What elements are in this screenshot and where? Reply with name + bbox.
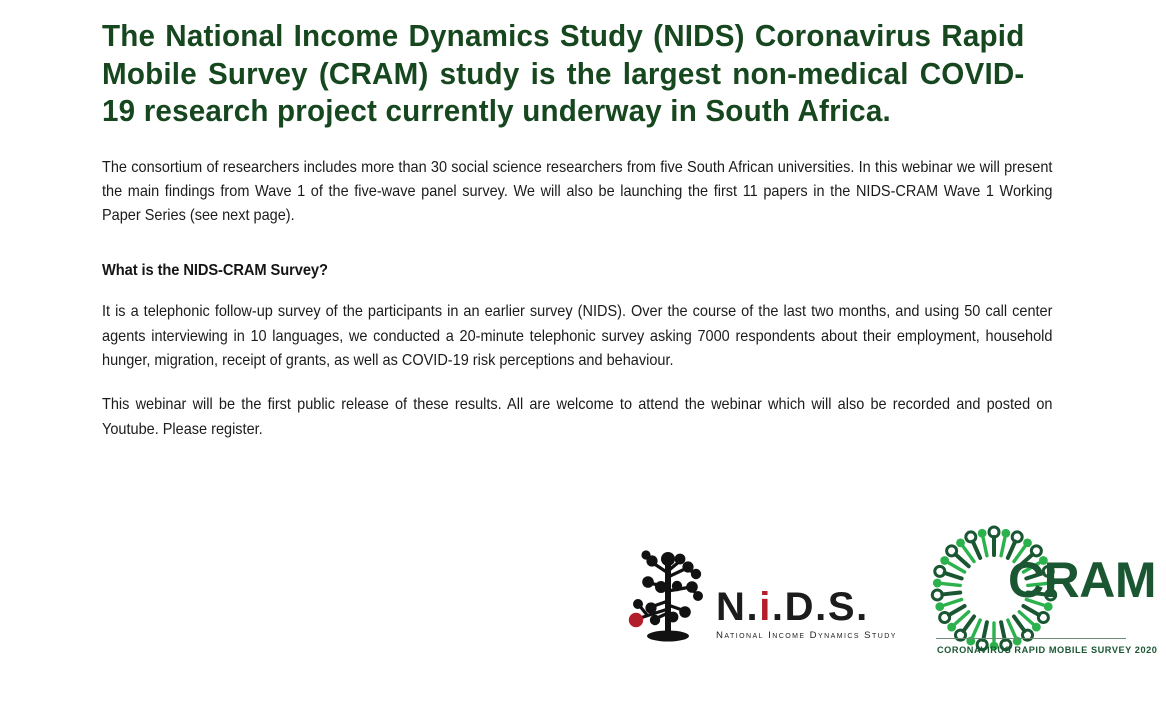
nids-tree-icon [628, 550, 703, 642]
cram-tagline: CORONAVIRUS RAPID MOBILE SURVEY 2020 [937, 645, 1158, 655]
body-text-block: The consortium of researchers includes m… [102, 156, 1053, 442]
document-content: The National Income Dynamics Study (NIDS… [102, 18, 1053, 442]
paragraph-survey-description: It is a telephonic follow-up survey of t… [102, 303, 1053, 369]
nids-red-dot-icon [628, 612, 644, 628]
nids-letter-i: i [759, 585, 772, 629]
paragraph-webinar-release: This webinar will be the first public re… [102, 396, 1053, 438]
logo-row: N.i.D.S. National Income Dynamics Study … [620, 525, 1157, 680]
nids-letters: N.i.D.S. [716, 587, 906, 627]
subheading-what-is-nids-cram: What is the NIDS-CRAM Survey? [102, 262, 328, 280]
paragraph-group-webinar: This webinar will be the first public re… [102, 393, 1053, 442]
nids-letters-suffix: .D.S. [771, 585, 869, 629]
paragraph-consortium: The consortium of researchers includes m… [102, 158, 1053, 225]
cram-logo: CRAM CORONAVIRUS RAPID MOBILE SURVEY 202… [930, 525, 1157, 673]
page-headline: The National Income Dynamics Study (NIDS… [102, 19, 1025, 128]
nids-tagline: National Income Dynamics Study [716, 630, 897, 641]
nids-letters-prefix: N. [716, 585, 760, 629]
nids-wordmark: N.i.D.S. National Income Dynamics Study [716, 587, 906, 641]
cram-divider [936, 638, 1126, 639]
coronavirus-ring-icon [930, 525, 1058, 652]
paragraph-group-survey-description: It is a telephonic follow-up survey of t… [102, 300, 1053, 373]
nids-logo: N.i.D.S. National Income Dynamics Study [620, 543, 905, 649]
cram-wordmark: CRAM [1008, 552, 1156, 608]
